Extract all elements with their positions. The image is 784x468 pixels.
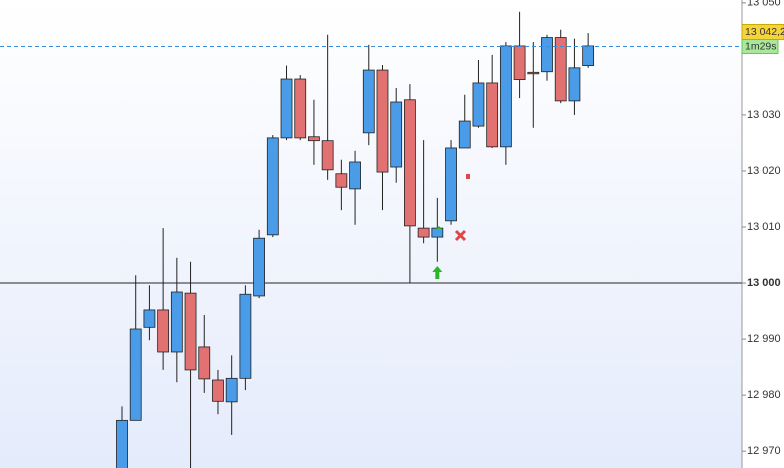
- candle-body: [143, 309, 156, 328]
- candle-body: [554, 37, 567, 102]
- candle-body: [225, 377, 238, 403]
- candle-body: [376, 69, 389, 173]
- price-badge-label: 13 042,2: [745, 26, 784, 38]
- candle-body: [568, 67, 581, 102]
- y-tick-label: 12 980: [747, 389, 781, 401]
- candle-body: [335, 173, 348, 188]
- candle-body: [170, 291, 183, 353]
- candle-body: [486, 82, 499, 148]
- candle-body: [499, 45, 512, 148]
- candle-body: [294, 78, 307, 139]
- y-tick-label: 13 010: [747, 221, 781, 233]
- y-tick-label: 13 000: [747, 277, 781, 289]
- plot: [0, 11, 742, 468]
- candle-body: [321, 140, 334, 171]
- timer-badge: [741, 39, 779, 55]
- y-tick-label: 12 990: [747, 333, 781, 345]
- close-mark: [454, 229, 467, 242]
- axis-background: [742, 0, 784, 468]
- candle-body: [266, 137, 279, 236]
- candle-body: [116, 419, 128, 468]
- candle-body: [198, 346, 211, 380]
- y-tick-label: 13 050: [747, 0, 781, 9]
- candle-body: [541, 37, 553, 73]
- candle-body: [184, 292, 197, 371]
- candle-body: [431, 227, 444, 238]
- y-axis: 12 970 12 980 12 990 13 000 13 010 13 020 13 0…: [742, 0, 781, 457]
- y-tick-label: 13 020: [747, 165, 781, 177]
- candle-body: [129, 328, 142, 421]
- candle-body: [362, 69, 375, 134]
- candle-body: [582, 45, 595, 66]
- candle-body: [280, 78, 293, 139]
- candle-body: [253, 237, 266, 297]
- candle-body: [239, 293, 252, 379]
- candle-body: [212, 379, 224, 402]
- buy-arrow: [432, 266, 443, 279]
- candle-body: [513, 45, 526, 80]
- y-tick-label: 12 970: [747, 445, 781, 457]
- candle-body: [157, 309, 170, 353]
- candle-body: [472, 82, 485, 127]
- y-tick-label: 13 030: [747, 109, 781, 121]
- candle-body: [390, 101, 403, 168]
- candle-body: [349, 161, 361, 190]
- candle-body: [404, 99, 416, 227]
- candle-body: [458, 120, 471, 149]
- entry-mark: [436, 226, 442, 229]
- candle-body: [445, 147, 457, 222]
- candle-body: [417, 227, 430, 238]
- candle-body: [527, 71, 540, 75]
- candle-body: [308, 136, 320, 142]
- timer-label: 1m29s: [745, 40, 777, 52]
- order-mark: [466, 174, 470, 179]
